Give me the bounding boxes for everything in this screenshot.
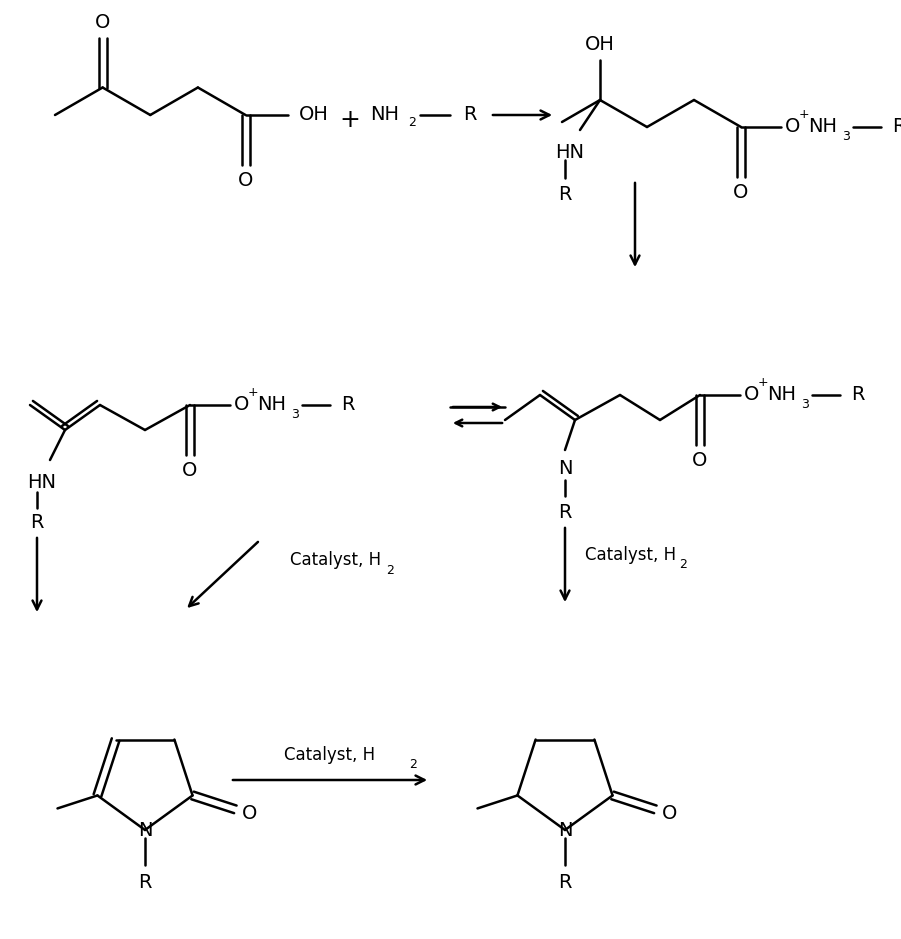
Text: NH: NH (808, 117, 838, 136)
Text: N: N (138, 821, 152, 839)
Text: HN: HN (555, 143, 584, 162)
Text: R: R (892, 117, 901, 136)
Text: R: R (31, 514, 44, 532)
Text: 3: 3 (801, 398, 809, 411)
Text: O: O (786, 117, 801, 136)
Text: R: R (138, 872, 151, 891)
Text: O: O (182, 460, 197, 480)
Text: +: + (248, 387, 259, 399)
Text: R: R (341, 395, 355, 414)
Text: OH: OH (298, 105, 329, 125)
Text: OH: OH (585, 36, 615, 54)
Text: NH: NH (258, 395, 287, 414)
Text: HN: HN (27, 472, 56, 491)
Text: Catalyst, H: Catalyst, H (285, 746, 376, 764)
Text: N: N (558, 458, 572, 478)
Text: 2: 2 (409, 758, 417, 771)
Text: R: R (851, 386, 865, 405)
Text: +: + (758, 377, 769, 390)
Text: Catalyst, H: Catalyst, H (290, 551, 381, 569)
Text: O: O (692, 451, 707, 470)
Text: +: + (798, 109, 809, 121)
Text: +: + (340, 108, 360, 132)
Text: 2: 2 (679, 559, 687, 572)
Text: 3: 3 (291, 408, 299, 422)
Text: R: R (463, 105, 477, 125)
Text: O: O (242, 805, 258, 824)
Text: O: O (234, 395, 250, 414)
Text: O: O (744, 386, 760, 405)
Text: O: O (662, 805, 678, 824)
Text: O: O (95, 13, 110, 32)
Text: R: R (559, 502, 572, 521)
Text: N: N (558, 821, 572, 839)
Text: Catalyst, H: Catalyst, H (585, 546, 676, 564)
Text: NH: NH (370, 105, 399, 125)
Text: O: O (238, 171, 253, 190)
Text: R: R (559, 186, 572, 205)
Text: R: R (559, 872, 572, 891)
Text: 2: 2 (408, 115, 416, 129)
Text: NH: NH (768, 386, 796, 405)
Text: 2: 2 (386, 563, 394, 577)
Text: O: O (733, 182, 749, 202)
Text: 3: 3 (842, 131, 850, 144)
